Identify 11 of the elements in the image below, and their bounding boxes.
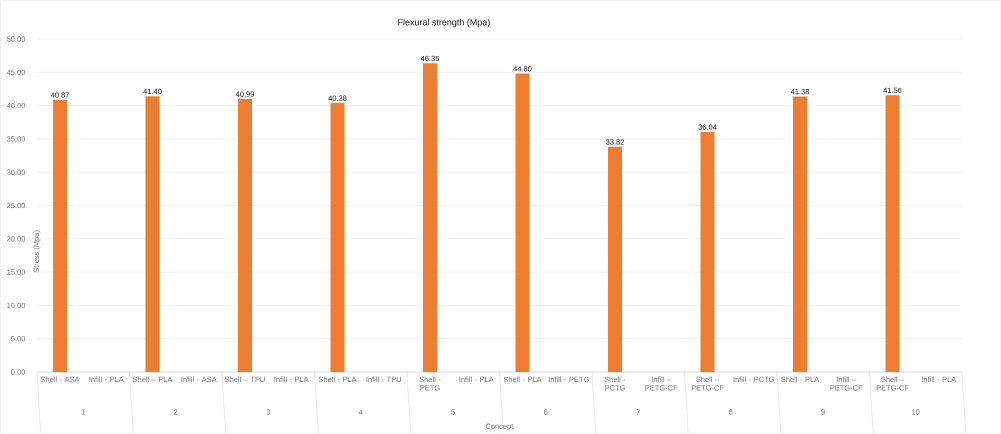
bar	[608, 146, 623, 372]
bar	[423, 63, 438, 372]
bar	[793, 96, 808, 372]
bar	[515, 73, 530, 372]
bar	[238, 99, 253, 372]
bar	[700, 131, 715, 372]
bar	[53, 99, 68, 372]
bar	[145, 96, 160, 372]
bar	[330, 103, 345, 372]
chart-title: Flexural strength (Mpa)	[398, 18, 490, 28]
bar	[885, 95, 900, 372]
